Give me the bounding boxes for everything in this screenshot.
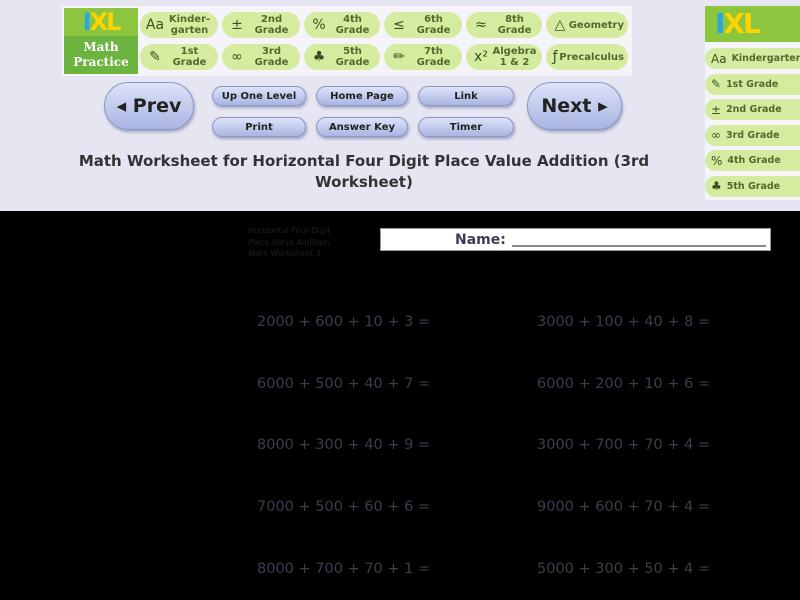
sidebar-grade-link[interactable]: ±2nd Grade (705, 99, 800, 120)
grade-link[interactable]: △ Geometry (546, 12, 628, 38)
problem: 2000 + 600 + 10 + 3 = (257, 314, 431, 330)
sidebar-label: 5th Grade (726, 180, 781, 192)
up-one-level-button[interactable]: Up One Level (212, 86, 306, 106)
grade-icon: Aa (711, 51, 727, 66)
sidebar-label: 2nd Grade (726, 104, 782, 115)
grade-label: Kinder-garten (168, 14, 211, 36)
grade-icon: ƒ (552, 49, 558, 65)
grade-icon: ♣ (711, 179, 722, 193)
grade-label: Algebra 1 & 2 (492, 46, 537, 68)
grade-icon: ≤ (393, 17, 405, 33)
logo-subtitle: Math Practice (73, 40, 129, 69)
grade-link[interactable]: ≈8th Grade (466, 12, 542, 38)
sidebar-label: 3rd Grade (726, 129, 780, 141)
worksheet-info-line: Math Worksheet 3 (248, 249, 321, 258)
grade-label: 7th Grade (416, 46, 451, 68)
grade-icon: ± (231, 17, 243, 33)
problem: 5000 + 300 + 50 + 4 = (537, 560, 711, 577)
grade-link[interactable]: ƒ Precalculus (546, 44, 628, 70)
sidebar-grade-link[interactable]: ✎ 1st Grade (705, 73, 800, 95)
grade-icon: % (711, 153, 723, 168)
grade-label: 5th Grade (335, 46, 370, 68)
grade-icon: % (312, 17, 326, 33)
grade-icon: ≈ (475, 17, 487, 33)
name-box: Name: (380, 228, 771, 251)
grade-icon: ✎ (149, 49, 161, 65)
problem: 8000 + 300 + 40 + 9 = (257, 437, 431, 454)
grade-icon: Aa (145, 17, 165, 33)
sidebar-grade-link[interactable]: % 4th Grade (705, 150, 800, 171)
worksheet-info-line: Place Value Addition (248, 237, 330, 247)
problem: 8000 + 700 + 70 + 1 = (257, 560, 431, 577)
sidebar-ixl-logo[interactable]: IXL (705, 6, 800, 42)
grade-icon: ✎ (711, 77, 722, 91)
worksheet-info: Horizontal Four Digit Place Value Additi… (248, 225, 330, 260)
worksheet-info-line: Horizontal Four Digit (248, 226, 331, 235)
grade-link[interactable]: ≤6th Grade (384, 12, 462, 38)
grade-icon: ± (711, 102, 722, 117)
problem: 6000 + 200 + 10 + 6 = (537, 375, 711, 392)
answer-key-button[interactable]: Answer Key (316, 117, 408, 137)
grade-link[interactable]: % 4th Grade (304, 12, 380, 38)
problem: 6000 + 500 + 40 + 7 = (257, 375, 431, 392)
grade-label: 1st Grade (172, 46, 207, 68)
grade-link[interactable]: ✎ 1st Grade (140, 44, 218, 70)
grade-link[interactable]: Aa Kinder-garten (140, 12, 218, 38)
timer-button[interactable]: Timer (418, 117, 514, 137)
name-label: Name: (455, 231, 506, 248)
grade-label: Geometry (568, 19, 624, 31)
link-button[interactable]: Link (418, 86, 514, 106)
grade-icon: x² (474, 49, 488, 65)
grade-link[interactable]: x² Algebra 1 & 2 (466, 44, 542, 70)
sidebar-grade-link[interactable]: ♣ 5th Grade (705, 175, 800, 197)
problem: 3000 + 700 + 70 + 4 = (537, 437, 711, 454)
sidebar-grade-link[interactable]: ∞ 3rd Grade (705, 124, 800, 146)
ixl-logo[interactable]: IXL Math Practice (64, 8, 138, 74)
grade-link[interactable]: ∞ 3rd Grade (222, 44, 300, 70)
page-title: Math Worksheet for Horizontal Four Digit… (78, 152, 650, 191)
problem: 9000 + 600 + 70 + 4 = (537, 499, 711, 516)
grade-icon: △ (554, 17, 566, 33)
print-button[interactable]: Print (212, 117, 306, 137)
grade-icon: ✏ (393, 49, 405, 65)
sidebar-label: 4th Grade (727, 155, 781, 166)
home-page-button[interactable]: Home Page (316, 86, 408, 106)
grade-label: 2nd Grade (254, 14, 289, 36)
grade-icon: ∞ (711, 128, 721, 142)
problem: 7000 + 500 + 60 + 6 = (257, 499, 431, 516)
sidebar-label: Kindergarten (731, 53, 800, 64)
next-button[interactable]: Next ▸ (527, 82, 622, 130)
grade-link[interactable]: ✏ 7th Grade (384, 44, 462, 70)
prev-button[interactable]: ◂ Prev (104, 82, 194, 130)
grade-label: 3rd Grade (254, 46, 289, 68)
grade-icon: ♣ (312, 49, 326, 65)
grade-icon: ∞ (231, 49, 243, 65)
sidebar: IXL Aa Kindergarten ✎ 1st Grade ±2nd Grade ∞ 3… (705, 6, 800, 200)
sidebar-grade-link[interactable]: Aa Kindergarten (705, 48, 800, 69)
grade-label: 4th Grade (335, 14, 370, 36)
sidebar-label: 1st Grade (726, 78, 779, 90)
grade-link[interactable]: ±2nd Grade (222, 12, 300, 38)
grade-link[interactable]: ♣ 5th Grade (304, 44, 380, 70)
grade-label: 8th Grade (497, 14, 532, 36)
header-panel: IXL Math Practice Aa Kinder-garten ±2nd Gra… (0, 0, 800, 211)
name-line (511, 233, 766, 247)
problem: 3000 + 100 + 40 + 8 = (537, 314, 711, 330)
grade-nav: IXL Math Practice Aa Kinder-garten ±2nd Gra… (62, 6, 632, 76)
grade-label: Precalculus (559, 51, 624, 63)
grade-label: 6th Grade (416, 14, 451, 36)
